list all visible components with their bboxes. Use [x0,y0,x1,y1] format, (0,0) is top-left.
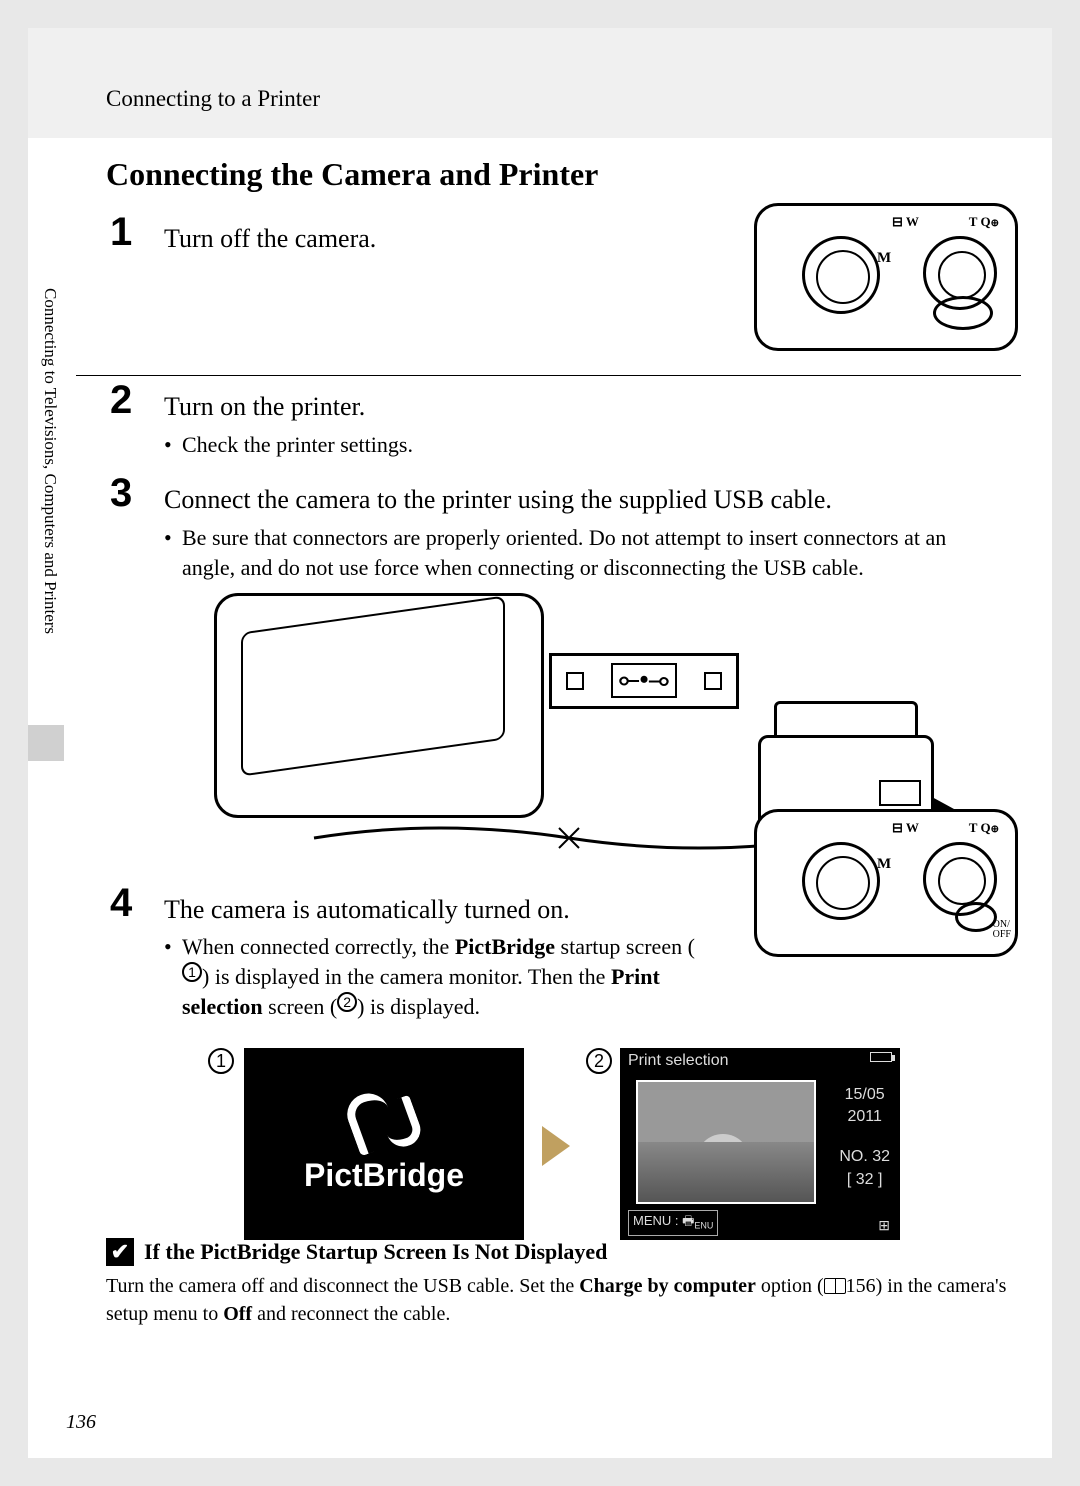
step-bullet: Check the printer settings. [164,430,984,460]
breadcrumb: Connecting to a Printer [106,86,320,112]
zoom-t-label: T Q⊕ [969,820,999,836]
step-number: 3 [110,471,132,516]
note-section: ✔ If the PictBridge Startup Screen Is No… [106,1238,1031,1328]
pictbridge-logo-icon [344,1093,424,1149]
steps-area: 1 Turn off the camera. 2 Turn on the pri… [76,208,1021,1258]
date-line-1: 15/05 [839,1084,890,1106]
thumbnail-icon [636,1080,816,1204]
power-switch-icon [955,902,997,932]
usb-connector-icon: ⟜•⊸ [549,653,739,709]
side-tab-marker [28,725,64,761]
print-selection-screen: Print selection 15/05 2011 NO. 32 [ 32 ]… [620,1048,900,1240]
image-number: NO. 32 [839,1146,890,1168]
page-number: 136 [66,1411,96,1434]
step-2: 2 Turn on the printer. Check the printer… [76,376,1021,469]
onoff-label: ON/OFF [993,920,1011,940]
step-number: 1 [110,210,132,255]
mode-dial-icon [802,842,880,920]
grid-icon: ⊞ [878,1217,890,1234]
step-title: Connect the camera to the printer using … [164,483,984,517]
checkmark-icon: ✔ [106,1238,134,1266]
callout-2-icon: 2 [586,1048,612,1074]
pictbridge-label: PictBridge [304,1157,464,1194]
step-title: The camera is automatically turned on. [164,893,704,927]
step4-bullet-text: When connected correctly, the PictBridge… [182,934,695,1018]
note-body: Turn the camera off and disconnect the U… [106,1272,1031,1328]
page-title: Connecting the Camera and Printer [106,156,598,193]
camera-closeup-icon [214,593,544,818]
callout-1-icon: 1 [208,1048,234,1074]
header-band: Connecting to a Printer [28,28,1052,138]
arrow-right-icon [542,1126,570,1166]
step-1: 1 Turn off the camera. [76,208,1021,376]
screens-row: 1 PictBridge 2 Print selection [202,1048,1021,1248]
note-title: If the PictBridge Startup Screen Is Not … [144,1239,607,1265]
note-header: ✔ If the PictBridge Startup Screen Is No… [106,1238,1031,1266]
step-title: Turn off the camera. [164,222,984,256]
date-line-2: 2011 [839,1106,890,1128]
menu-label: MENU : 🖶ENU [628,1210,718,1236]
step-title: Turn on the printer. [164,390,984,424]
manual-page: Connecting to a Printer Connecting to Te… [28,28,1052,1458]
zoom-w-label: ⊟ W [892,820,919,836]
step-number: 4 [110,881,132,926]
camera-top-diagram-2: T Q⊕ ⊟ W M ON/OFF [754,809,1018,957]
side-section-label: Connecting to Televisions, Computers and… [40,288,60,634]
print-selection-info: 15/05 2011 NO. 32 [ 32 ] [839,1084,890,1192]
battery-icon [870,1052,892,1062]
step-bullet: When connected correctly, the PictBridge… [164,932,704,1021]
step-number: 2 [110,378,132,423]
image-count: [ 32 ] [839,1169,890,1191]
step-bullet: Be sure that connectors are properly ori… [164,523,984,582]
mode-m-label: M [877,856,891,873]
print-selection-title: Print selection [628,1052,729,1070]
pictbridge-screen: PictBridge [244,1048,524,1240]
manual-ref-icon [824,1278,846,1294]
